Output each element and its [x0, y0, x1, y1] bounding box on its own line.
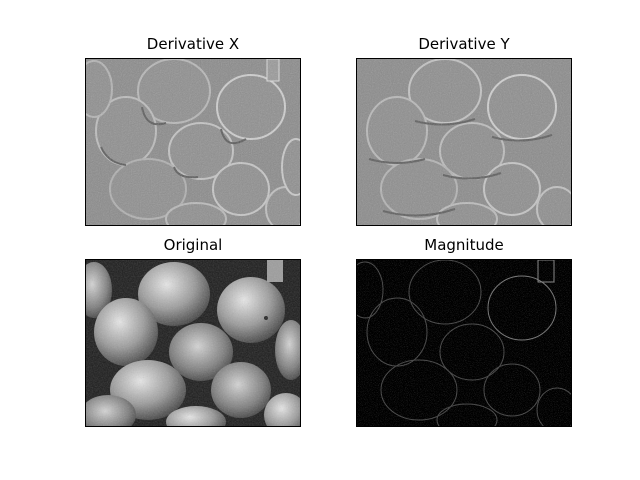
title-magnitude: Magnitude — [424, 236, 504, 254]
title-derivative-x: Derivative X — [146, 35, 240, 53]
derivative-x-image — [85, 58, 301, 226]
derivative-y-frame — [356, 58, 572, 226]
title-original: Original — [163, 236, 223, 254]
original-svg — [86, 260, 300, 426]
derivative-x-frame — [85, 58, 301, 226]
derivative-y-svg — [357, 59, 571, 225]
magnitude-image — [356, 259, 572, 427]
derivative-x-svg — [86, 59, 300, 225]
title-derivative-y: Derivative Y — [418, 35, 510, 53]
derivative-y-image — [356, 58, 572, 226]
magnitude-frame — [356, 259, 572, 427]
original-frame — [85, 259, 301, 427]
magnitude-svg — [357, 260, 571, 426]
original-image — [85, 259, 301, 427]
